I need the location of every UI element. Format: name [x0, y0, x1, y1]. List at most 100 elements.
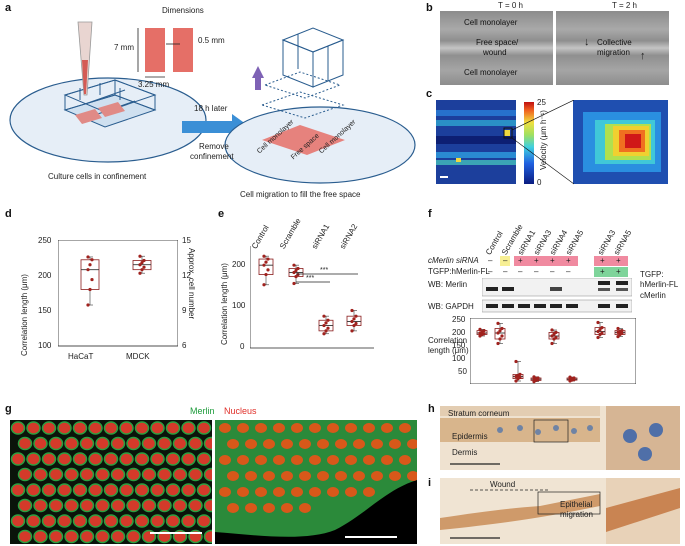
f-ylabel-2: length (μm) [428, 346, 469, 355]
nucleus [407, 471, 417, 481]
nucleus [150, 514, 165, 528]
data-point [554, 330, 558, 334]
nucleus [327, 455, 339, 465]
b-mono-top: Cell monolayer [464, 18, 518, 27]
data-point [514, 359, 518, 364]
data-point [350, 319, 354, 324]
nucleus [255, 487, 267, 497]
nucleus [237, 423, 249, 433]
nucleus [181, 514, 196, 528]
data-point [596, 320, 600, 325]
nucleus [110, 467, 126, 482]
d-plot [58, 240, 178, 347]
nucleus [188, 467, 203, 482]
data-point [142, 258, 146, 263]
nucleus [17, 498, 33, 513]
data-point [142, 265, 146, 269]
c-zoom-lines [512, 100, 574, 185]
data-point [294, 275, 298, 279]
nucleus [33, 529, 48, 544]
arrow-label-bottom-1: Remove [199, 142, 229, 151]
nucleus [299, 503, 311, 513]
nucleus [95, 529, 110, 544]
data-point [620, 329, 624, 333]
nucleus [317, 439, 329, 449]
nucleus [381, 455, 393, 465]
data-point [138, 263, 142, 267]
nucleus [126, 436, 141, 451]
f-ylabel-1: Correlation [428, 336, 468, 345]
caption-left: Culture cells in confinement [48, 172, 147, 181]
dim-05mm: 0.5 mm [198, 36, 225, 45]
nucleus [72, 514, 88, 528]
nucleus [345, 423, 357, 433]
f-cmerlin: cMerlin [640, 291, 666, 300]
data-point [138, 271, 142, 275]
nucleus [291, 423, 303, 433]
arrow-label-top: 18 h later [194, 104, 228, 113]
f-r1-0: – [488, 256, 493, 265]
nucleus [17, 436, 33, 451]
b-collective-1: Collective [597, 38, 632, 47]
nucleus [309, 423, 321, 433]
data-point [496, 331, 500, 335]
nucleus [263, 471, 275, 481]
nucleus [196, 514, 212, 528]
nucleus [196, 421, 212, 435]
i-histology [440, 478, 680, 544]
e-ytick-0: 200 [232, 260, 246, 269]
data-point [352, 317, 356, 321]
e-ylabel: Correlation length (μm) [220, 263, 229, 345]
panel-label-a: a [5, 2, 12, 14]
arrow-label-bottom-2: confinement [190, 152, 234, 161]
d-ytick-r0: 15 [182, 236, 191, 245]
nucleus [353, 439, 365, 449]
data-point [352, 323, 356, 328]
nucleus [95, 436, 110, 451]
b-mono-bottom: Cell monolayer [464, 68, 518, 77]
d-ylabel: Correlation length (μm) [20, 274, 29, 356]
data-point [322, 323, 326, 328]
data-point [500, 326, 504, 331]
b-image-t2 [556, 11, 669, 85]
data-point [138, 254, 142, 258]
data-point [88, 263, 92, 267]
f-r2-4: – [550, 267, 555, 276]
nucleus [172, 467, 188, 482]
e-sig1: *** [306, 275, 315, 282]
d-ytick-r2: 9 [182, 306, 187, 315]
f-western-blot [482, 278, 632, 313]
nucleus [72, 452, 88, 466]
nucleus [41, 514, 57, 528]
t0-label: T = 0 h [498, 1, 523, 10]
nucleus [103, 452, 119, 466]
nucleus [317, 471, 329, 481]
d-ytick-1: 200 [38, 271, 52, 280]
c-colorbar [524, 102, 534, 184]
d-ylabel-right: Approx. cell number [187, 248, 196, 320]
nucleus [134, 514, 150, 528]
nucleus [72, 421, 88, 435]
nucleus [219, 455, 231, 465]
f-ytick-3: 100 [452, 354, 466, 363]
data-point [598, 327, 602, 332]
data-point [292, 270, 296, 275]
c-velocity-map [436, 100, 516, 184]
nucleus [10, 421, 26, 435]
f-sirna-swatch [514, 256, 578, 266]
nucleus [110, 529, 126, 544]
nucleus [134, 421, 150, 435]
data-point [536, 376, 540, 380]
panel-a-schematic [9, 21, 416, 184]
nucleus [150, 483, 165, 497]
nucleus [363, 423, 375, 433]
nucleus [263, 439, 275, 449]
nucleus [172, 498, 188, 513]
nucleus [141, 436, 157, 451]
nucleus [64, 498, 79, 513]
f-plot [470, 318, 636, 384]
nucleus [41, 421, 57, 435]
nucleus [134, 483, 150, 497]
nucleus [181, 421, 196, 435]
dim-325mm: 3.25 mm [138, 80, 170, 89]
